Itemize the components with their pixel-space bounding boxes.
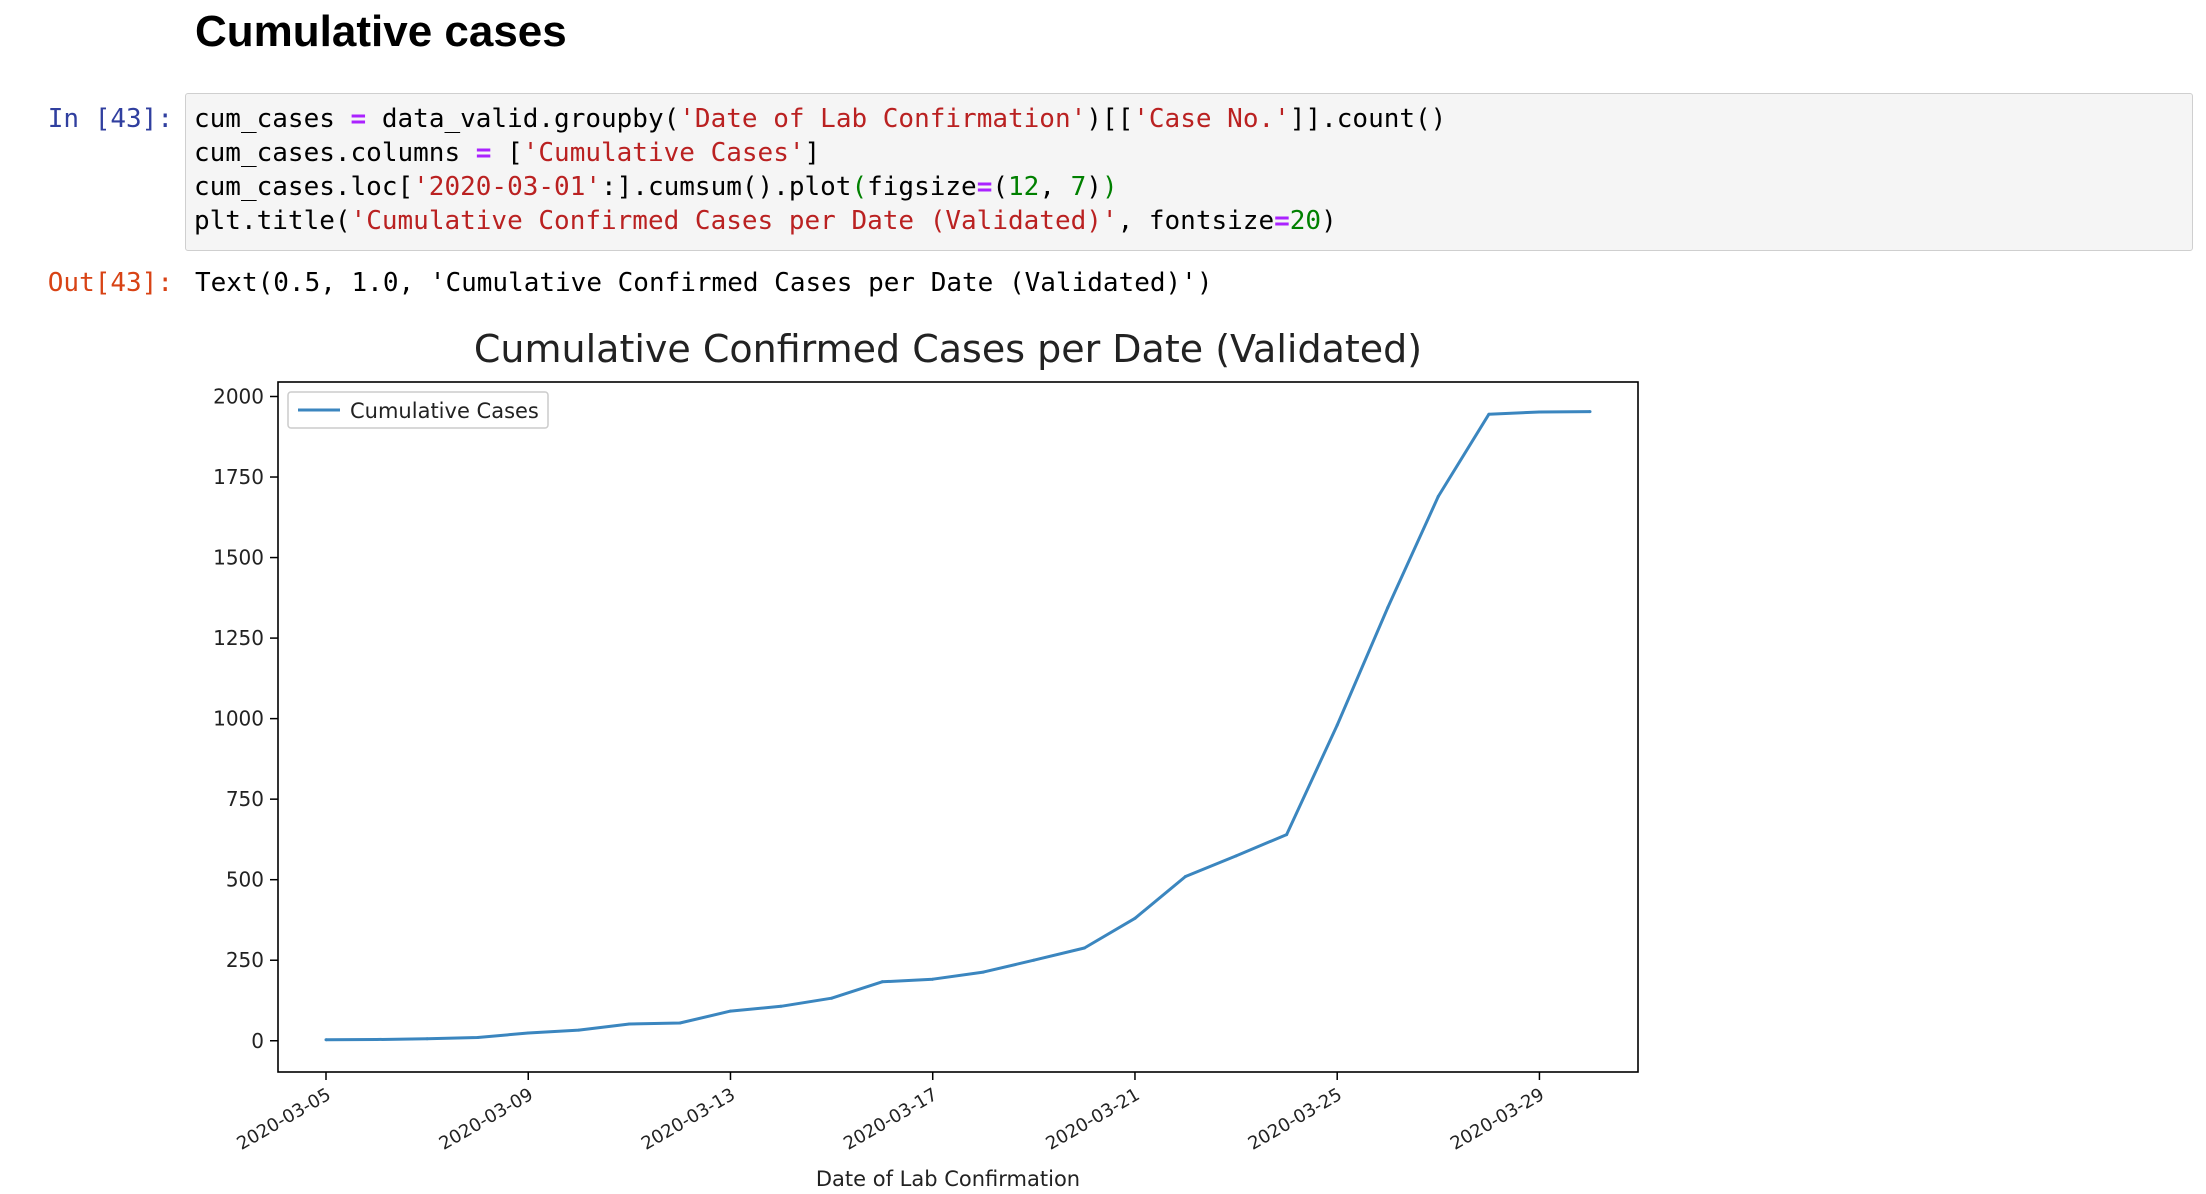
legend: Cumulative Cases bbox=[287, 391, 549, 429]
y-tick-label: 500 bbox=[226, 868, 264, 892]
input-prompt: In [43]: bbox=[47, 104, 173, 134]
data-point bbox=[1386, 606, 1390, 609]
code-line[interactable]: plt.title('Cumulative Confirmed Cases pe… bbox=[194, 204, 2182, 238]
code-token: ]].count() bbox=[1289, 104, 1447, 134]
data-point bbox=[1487, 412, 1491, 416]
data-point bbox=[1082, 946, 1086, 950]
code-token: = bbox=[475, 138, 492, 168]
y-tick-label: 2000 bbox=[213, 384, 264, 408]
data-point bbox=[1436, 494, 1440, 498]
code-token: cum_cases.loc[ bbox=[194, 172, 414, 202]
y-tick-label: 1000 bbox=[213, 707, 264, 731]
x-tick-label: 2020-03-25 bbox=[1245, 1084, 1346, 1154]
output-text: Text(0.5, 1.0, 'Cumulative Confirmed Cas… bbox=[195, 268, 1213, 298]
code-line[interactable]: cum_cases.columns = ['Cumulative Cases'] bbox=[194, 136, 2182, 170]
y-tick-label: 1250 bbox=[213, 626, 264, 650]
y-tick-label: 1500 bbox=[213, 546, 264, 570]
code-token: = bbox=[350, 104, 367, 134]
code-token: cum_cases.columns bbox=[194, 138, 476, 168]
x-tick-label: 2020-03-13 bbox=[638, 1084, 739, 1154]
code-token: ) bbox=[1086, 172, 1102, 202]
code-token: ) bbox=[1101, 172, 1118, 202]
code-token: 'Case No.' bbox=[1133, 104, 1290, 134]
section-heading: Cumulative cases bbox=[195, 7, 567, 56]
data-point bbox=[1335, 723, 1339, 727]
code-cell[interactable]: cum_cases = data_valid.groupby('Date of … bbox=[185, 93, 2193, 251]
x-tick-label: 2020-03-21 bbox=[1042, 1084, 1143, 1154]
code-token: , fontsize bbox=[1117, 206, 1275, 236]
data-point bbox=[476, 1036, 480, 1039]
code-token: 'Cumulative Confirmed Cases per Date (Va… bbox=[350, 206, 1118, 236]
y-tick-label: 1750 bbox=[213, 465, 264, 489]
data-point bbox=[678, 1021, 682, 1025]
code-token: = bbox=[976, 172, 993, 202]
data-point bbox=[779, 1004, 783, 1008]
x-tick-label: 2020-03-17 bbox=[840, 1084, 941, 1154]
data-point bbox=[375, 1038, 379, 1041]
data-point bbox=[1133, 916, 1137, 920]
legend-label: Cumulative Cases bbox=[350, 399, 539, 423]
code-token: ] bbox=[804, 138, 821, 168]
data-point bbox=[880, 980, 884, 984]
data-point bbox=[981, 970, 985, 974]
chart-output: Cumulative Confirmed Cases per Date (Val… bbox=[190, 318, 1640, 1194]
plot-area-frame bbox=[277, 381, 1639, 1073]
chart-title: Cumulative Confirmed Cases per Date (Val… bbox=[474, 327, 1422, 371]
code-token: = bbox=[1274, 206, 1290, 236]
x-axis-label: Date of Lab Confirmation bbox=[816, 1167, 1080, 1191]
code-token: :].cumsum().plot bbox=[601, 172, 852, 202]
code-token: '2020-03-01' bbox=[413, 172, 601, 202]
x-tick-label: 2020-03-29 bbox=[1447, 1084, 1548, 1154]
code-line[interactable]: cum_cases = data_valid.groupby('Date of … bbox=[194, 102, 2182, 136]
x-tick-label: 2020-03-05 bbox=[233, 1084, 334, 1154]
data-point bbox=[577, 1028, 581, 1032]
code-token: , bbox=[1039, 172, 1071, 202]
data-point bbox=[627, 1022, 631, 1026]
code-token: 20 bbox=[1289, 206, 1322, 236]
data-point bbox=[830, 996, 834, 1000]
data-point bbox=[1588, 410, 1592, 414]
code-token: 'Date of Lab Confirmation' bbox=[679, 104, 1087, 134]
output-prompt: Out[43]: bbox=[47, 268, 173, 298]
data-point bbox=[425, 1037, 429, 1041]
line-chart: Cumulative Confirmed Cases per Date (Val… bbox=[213, 327, 1639, 1191]
y-tick-label: 0 bbox=[251, 1029, 264, 1053]
x-tick-label: 2020-03-09 bbox=[436, 1084, 537, 1154]
data-point bbox=[1032, 958, 1036, 962]
data-point bbox=[526, 1031, 530, 1035]
data-point bbox=[324, 1038, 328, 1042]
code-token: plt.title( bbox=[194, 206, 351, 236]
code-line[interactable]: cum_cases.loc['2020-03-01':].cumsum().pl… bbox=[194, 170, 2182, 204]
code-token: cum_cases bbox=[194, 104, 351, 134]
data-point bbox=[931, 977, 935, 981]
data-point bbox=[1285, 833, 1289, 837]
y-tick-label: 750 bbox=[226, 787, 264, 811]
legend-box bbox=[287, 391, 549, 429]
code-token: 12 bbox=[1008, 172, 1040, 202]
code-token: [ bbox=[491, 138, 523, 168]
data-point bbox=[1184, 875, 1187, 878]
code-token: data_valid.groupby( bbox=[366, 104, 680, 134]
data-point bbox=[1537, 410, 1541, 414]
series-line-cumulative-cases bbox=[325, 410, 1591, 1042]
data-point bbox=[1234, 854, 1238, 858]
code-token: ( bbox=[992, 172, 1008, 202]
code-token: ) bbox=[1321, 206, 1337, 236]
code-token: 7 bbox=[1070, 172, 1087, 202]
code-token: ( bbox=[851, 172, 868, 202]
code-token: 'Cumulative Cases' bbox=[522, 138, 805, 168]
y-tick-label: 250 bbox=[226, 948, 264, 972]
code-token: )[[ bbox=[1086, 104, 1134, 134]
data-point bbox=[729, 1009, 732, 1013]
code-token: figsize bbox=[867, 172, 977, 202]
